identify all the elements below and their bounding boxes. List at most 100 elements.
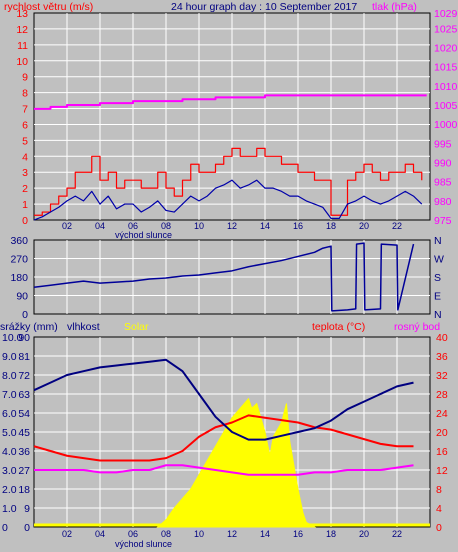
y-tick-label: 0 (2, 522, 8, 534)
x-tick-label: 10 (194, 529, 204, 539)
x-tick-label: 18 (326, 529, 336, 539)
y-tick-label: 72 (18, 370, 30, 382)
y-tick-label: 27 (18, 465, 30, 477)
y-tick-label: 20 (436, 427, 448, 439)
x-tick-label: 16 (293, 221, 303, 231)
y-tick-label: 6.0 (2, 408, 17, 420)
pressure-tick-label: 1010 (434, 81, 458, 93)
y-tick-label: 63 (18, 389, 30, 401)
humidity-line (33, 358, 414, 441)
pressure-tick-label: 1025 (434, 23, 458, 35)
x-tick-label: 10 (194, 221, 204, 231)
y-tick-label: 2.0 (2, 484, 17, 496)
x-tick-label: 06 (128, 529, 138, 539)
time-tick-labels-bottom: 02 04 06 08 10 12 14 16 18 20 22 (62, 529, 402, 539)
y-tick-label: 9 (22, 72, 28, 84)
y-tick-label: 4 (22, 151, 28, 163)
y-tick-label: 11 (17, 40, 28, 52)
y-tick-label: S (434, 272, 441, 284)
x-tick-label: 04 (95, 529, 105, 539)
pressure-axis-title: tlak (hPa) (372, 1, 417, 13)
temp-humidity-series (33, 358, 430, 528)
y-tick-label: 1 (22, 199, 28, 211)
y-tick-label: 13 (16, 8, 28, 20)
solar-legend: Solar (124, 321, 149, 333)
pressure-tick-label: 985 (434, 177, 452, 189)
pressure-tick-labels: 975 980 985 990 995 1000 1005 1010 1015 1020 1025 1… (434, 8, 458, 227)
y-tick-label: 4.0 (2, 446, 17, 458)
y-tick-label: 1.0 (2, 503, 17, 515)
precip-axis-title: srážky (mm) (0, 321, 58, 333)
y-tick-label: 36 (436, 351, 448, 363)
pressure-tick-label: 1029 (434, 8, 458, 20)
chart-title: 24 hour graph day : 10 September 2017 (171, 1, 357, 13)
y-tick-label: 7 (22, 104, 28, 116)
y-tick-label: 12 (436, 465, 448, 477)
x-tick-label: 08 (161, 529, 171, 539)
y-tick-label: 6 (22, 119, 28, 131)
pressure-tick-label: 1020 (434, 43, 458, 55)
y-tick-label: 5 (22, 135, 28, 147)
x-tick-label: 20 (359, 529, 369, 539)
y-tick-label: 180 (10, 272, 28, 284)
pressure-tick-label: 1015 (434, 62, 458, 74)
pressure-tick-label: 975 (434, 215, 452, 227)
y-tick-label: 3 (22, 167, 28, 179)
wind-gust-line (34, 147, 423, 216)
y-tick-label: 0 (436, 522, 442, 534)
x-tick-label: 08 (161, 221, 171, 231)
y-tick-label: 90 (16, 291, 28, 303)
y-tick-label: E (434, 291, 441, 303)
humidity-axis-title: vlhkost (67, 321, 100, 333)
y-tick-label: 10.0 (2, 332, 23, 344)
x-tick-label: 06 (128, 221, 138, 231)
y-tick-label: 2 (22, 183, 28, 195)
y-tick-label: N (434, 309, 442, 321)
y-tick-label: 40 (436, 332, 448, 344)
y-tick-label: 24 (436, 408, 448, 420)
y-tick-label: 3.0 (2, 465, 17, 477)
precip-tick-labels: 0 1.0 2.0 3.0 4.0 5.0 6.0 7.0 8.0 9.0 10.0 (2, 332, 23, 534)
y-tick-label: 54 (18, 408, 30, 420)
y-tick-label: 28 (436, 389, 448, 401)
x-tick-label: 22 (392, 529, 402, 539)
y-tick-label: 7.0 (2, 389, 17, 401)
pressure-tick-label: 990 (434, 158, 452, 170)
y-tick-label: 18 (18, 484, 30, 496)
y-tick-label: 0 (22, 309, 28, 321)
pressure-line (34, 94, 427, 110)
direction-degree-labels: 0 90 180 270 360 (10, 235, 28, 321)
dewpoint-line (34, 464, 414, 476)
y-tick-label: 45 (18, 427, 30, 439)
x-tick-label: 14 (260, 221, 270, 231)
pressure-tick-label: 995 (434, 138, 452, 150)
sunrise-label-top: východ slunce (115, 230, 172, 240)
temperature-axis-title: teplota (°C) (312, 321, 365, 333)
y-tick-label: 5.0 (2, 427, 17, 439)
wind-average-line (33, 179, 423, 221)
y-tick-label: 4 (436, 503, 442, 515)
time-tick-labels-top: 02 04 06 08 10 12 14 16 18 20 22 (62, 221, 402, 231)
pressure-tick-label: 1000 (434, 119, 458, 131)
y-tick-label: 16 (436, 446, 448, 458)
temperature-tick-labels: 0 4 8 12 16 20 24 28 32 36 40 (436, 332, 448, 534)
solar-area (156, 397, 317, 528)
pressure-tick-label: 980 (434, 196, 452, 208)
x-tick-label: 22 (392, 221, 402, 231)
y-tick-label: 0 (22, 215, 28, 227)
x-tick-label: 20 (359, 221, 369, 231)
y-tick-label: 8.0 (2, 370, 17, 382)
y-tick-label: 90 (18, 332, 30, 344)
y-tick-label: 9.0 (2, 351, 17, 363)
y-tick-label: 8 (22, 88, 28, 100)
x-tick-label: 14 (260, 529, 270, 539)
y-tick-label: 0 (24, 522, 30, 534)
dewpoint-legend: rosný bod (394, 321, 440, 333)
pressure-tick-label: 1005 (434, 100, 458, 112)
x-tick-label: 02 (62, 221, 72, 231)
direction-series (33, 242, 415, 312)
wind-grid (34, 13, 430, 220)
y-tick-label: 360 (10, 235, 28, 247)
y-tick-label: 32 (436, 370, 448, 382)
